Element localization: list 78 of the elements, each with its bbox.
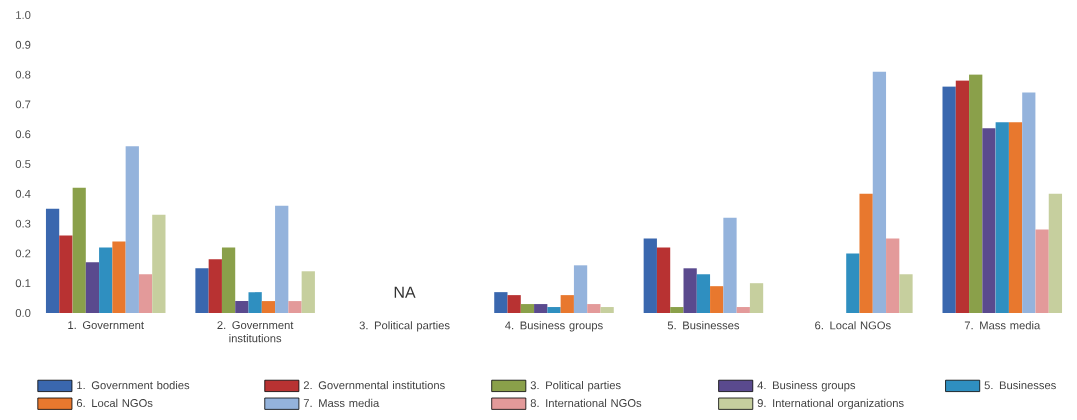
x-tick-label: 3. Political parties bbox=[359, 321, 450, 332]
bar bbox=[235, 301, 249, 314]
legend-label: 4. Business groups bbox=[757, 380, 856, 392]
y-tick-label: 0.4 bbox=[15, 189, 31, 198]
bar bbox=[112, 241, 126, 314]
y-tick-label: 0.1 bbox=[15, 279, 31, 288]
y-tick-label: 0.3 bbox=[15, 219, 31, 228]
bar bbox=[208, 259, 222, 314]
bar bbox=[955, 80, 970, 314]
bar bbox=[138, 274, 153, 314]
bar bbox=[656, 247, 671, 314]
bar bbox=[643, 238, 657, 314]
y-tick-label: 0.9 bbox=[15, 40, 31, 49]
bar bbox=[99, 247, 113, 314]
bar bbox=[507, 295, 521, 314]
bar bbox=[261, 301, 276, 314]
bar bbox=[600, 307, 614, 314]
legend-label: 5. Businesses bbox=[984, 380, 1056, 390]
bar bbox=[85, 262, 100, 314]
bar bbox=[872, 71, 887, 314]
x-tick-label: 6. Local NGOs bbox=[815, 321, 891, 330]
y-tick-label: 0.2 bbox=[15, 249, 31, 258]
bar bbox=[859, 193, 873, 314]
bar bbox=[683, 268, 697, 314]
bar bbox=[1022, 92, 1036, 314]
bar bbox=[288, 301, 302, 314]
bar bbox=[275, 205, 289, 314]
legend-label: 3. Political parties bbox=[530, 380, 621, 392]
bar bbox=[125, 146, 139, 314]
bar bbox=[723, 217, 737, 314]
legend-label: 9. International organizations bbox=[757, 398, 904, 410]
bar bbox=[45, 208, 60, 314]
bar bbox=[573, 265, 588, 314]
y-tick-label: 0.7 bbox=[15, 100, 31, 109]
bar bbox=[736, 307, 750, 314]
legend-label: 8. International NGOs bbox=[530, 398, 642, 408]
bar bbox=[942, 86, 956, 314]
legend-label: 2. Governmental institutions bbox=[303, 380, 445, 390]
legend-label: 1. Government bodies bbox=[77, 380, 190, 390]
bar bbox=[248, 292, 262, 314]
y-tick-label: 0.6 bbox=[15, 130, 31, 139]
bar bbox=[195, 268, 209, 314]
bar bbox=[72, 187, 86, 314]
bar bbox=[534, 304, 548, 314]
bar bbox=[547, 307, 561, 314]
bar bbox=[587, 304, 601, 314]
bar bbox=[221, 247, 236, 314]
bar bbox=[995, 122, 1009, 314]
bar bbox=[152, 214, 166, 314]
bar bbox=[1048, 193, 1063, 314]
x-tick-label: 2. Government institutions bbox=[217, 321, 294, 343]
x-tick-label: 7. Mass media bbox=[964, 321, 1041, 330]
bar bbox=[59, 235, 73, 314]
bar bbox=[520, 304, 535, 314]
bar bbox=[710, 286, 724, 314]
legend-label: 7. Mass media bbox=[303, 398, 380, 408]
bar bbox=[301, 271, 315, 314]
bar bbox=[899, 274, 913, 314]
bar bbox=[969, 74, 983, 314]
annotation: NA bbox=[394, 286, 416, 298]
y-tick-label: 0.8 bbox=[15, 70, 31, 79]
x-tick-label: 1. Government bbox=[68, 321, 144, 330]
y-tick-label: 1.0 bbox=[16, 11, 31, 19]
y-tick-label: 0.0 bbox=[15, 309, 31, 317]
bar bbox=[846, 253, 860, 314]
bar bbox=[670, 307, 684, 314]
bar bbox=[749, 283, 764, 314]
y-tick-label: 0.5 bbox=[15, 160, 31, 168]
bar bbox=[1008, 122, 1023, 314]
bar bbox=[1035, 229, 1049, 314]
bar bbox=[560, 295, 574, 314]
bar bbox=[886, 238, 900, 314]
x-tick-label: 4. Business groups bbox=[505, 321, 603, 332]
bar bbox=[494, 292, 508, 314]
bar bbox=[982, 128, 996, 314]
x-tick-label: 5. Businesses bbox=[667, 321, 740, 330]
bar bbox=[696, 274, 711, 314]
legend-label: 6. Local NGOs bbox=[76, 398, 153, 408]
